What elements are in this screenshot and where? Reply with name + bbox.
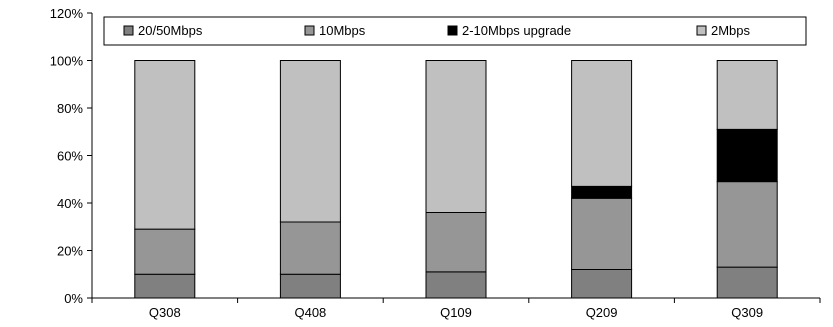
x-tick-label: Q109 [440,305,472,320]
legend-swatch [696,25,707,36]
x-axis: Q308 Q408 Q109 Q209 Q309 [91,297,821,320]
bar-segment [134,60,196,230]
bar-segment [279,221,341,275]
x-tick-label: Q309 [731,305,763,320]
y-tick-label: 60% [57,149,83,164]
x-tick-label: Q408 [294,305,326,320]
legend-swatch [304,25,315,36]
x-tick-label: Q308 [149,305,181,320]
bar-segment [279,273,341,299]
y-tick-label: 80% [57,101,83,116]
bar-segment [425,271,487,299]
x-tick-label: Q209 [586,305,618,320]
bar-segment [134,273,196,299]
bar-segment [716,181,778,268]
bar-segment [134,228,196,275]
bar-segment [571,60,633,187]
y-tick-label: 20% [57,244,83,259]
bar-segment [425,212,487,273]
legend-label: 2-10Mbps upgrade [462,23,571,38]
bar-segment [716,60,778,130]
bar-segment [571,269,633,299]
legend: 20/50Mbps 10Mbps 2-10Mbps upgrade 2Mbps [103,16,807,46]
bar-segment [716,266,778,299]
legend-label: 2Mbps [711,23,751,38]
y-axis: 0% 20% 40% 60% 80% 100% 120% [50,6,93,306]
bar-segment [571,197,633,270]
y-tick-label: 100% [50,54,84,69]
bar-segment [571,185,633,199]
legend-swatch [123,25,134,36]
y-tick-label: 0% [64,291,83,306]
legend-label: 10Mbps [319,23,366,38]
bar-segment [425,60,487,213]
bar-segment [279,60,341,223]
legend-swatch [447,25,458,36]
legend-label: 20/50Mbps [138,23,203,38]
plot-area [134,60,778,299]
y-tick-label: 40% [57,196,83,211]
y-tick-label: 120% [50,6,84,21]
bar-segment [716,128,778,183]
